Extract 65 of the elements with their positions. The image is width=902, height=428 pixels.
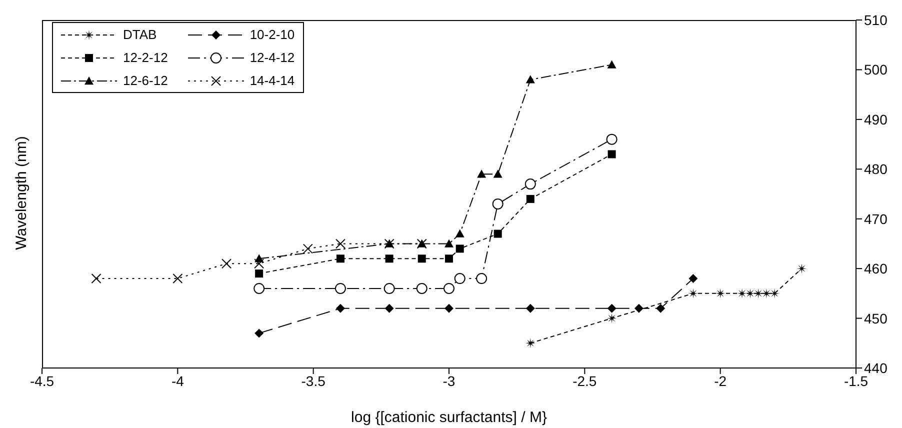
point — [455, 229, 464, 238]
legend-label: DTAB — [123, 27, 157, 42]
point — [745, 288, 756, 298]
point — [445, 254, 453, 263]
point — [444, 304, 454, 313]
point — [525, 338, 536, 348]
point — [336, 304, 345, 313]
point — [524, 178, 536, 190]
point — [688, 288, 698, 298]
legend-label: 14-4-14 — [250, 73, 295, 88]
legend-label: 12-4-12 — [250, 50, 295, 65]
x-tick-label: -3.5 — [301, 372, 326, 389]
x-axis-title: log {[cationic surfactants] / M} — [351, 409, 547, 426]
x-tick-label: -2.5 — [572, 372, 597, 389]
point — [753, 288, 764, 298]
legend-label: 10-2-10 — [250, 27, 295, 42]
point — [477, 170, 486, 178]
y-tick-label: 490 — [864, 111, 888, 128]
point — [334, 282, 346, 294]
point — [454, 273, 466, 284]
point — [384, 282, 395, 294]
point — [656, 304, 666, 313]
x-tick-label: -4.5 — [30, 372, 54, 389]
point — [255, 270, 264, 278]
point — [770, 288, 780, 298]
point — [606, 134, 618, 145]
x-tick-label: -4 — [171, 372, 184, 389]
point — [607, 304, 616, 313]
point — [254, 328, 264, 338]
point — [634, 304, 644, 313]
point — [254, 282, 265, 294]
point — [526, 304, 535, 313]
y-tick-label: 500 — [864, 62, 888, 78]
y-tick-label: 470 — [864, 210, 888, 227]
point — [492, 198, 504, 210]
point — [336, 254, 344, 263]
y-tick-label: 460 — [864, 260, 888, 277]
point — [796, 264, 807, 274]
y-tick-label: 480 — [864, 161, 888, 178]
point — [493, 170, 502, 178]
point — [416, 282, 428, 294]
x-tick-label: -2 — [714, 372, 727, 389]
point — [606, 313, 617, 324]
point — [418, 254, 426, 263]
point — [385, 254, 394, 263]
legend-label: 12-2-12 — [123, 50, 168, 65]
point — [688, 274, 698, 284]
point — [384, 304, 394, 313]
point — [456, 244, 464, 253]
y-axis-title: Wavelength (nm) — [13, 136, 30, 250]
legend-label: 12-6-12 — [123, 73, 168, 88]
point — [526, 75, 535, 84]
point — [607, 60, 616, 68]
point — [444, 282, 454, 294]
point — [444, 239, 454, 248]
point — [476, 273, 488, 284]
point — [761, 288, 772, 298]
point — [715, 288, 726, 298]
point — [526, 194, 534, 203]
y-tick-label: 510 — [864, 12, 888, 28]
point — [608, 150, 616, 158]
point — [494, 230, 502, 238]
x-tick-label: -3 — [442, 372, 456, 389]
point — [737, 288, 748, 298]
y-tick-label: 450 — [864, 310, 888, 326]
